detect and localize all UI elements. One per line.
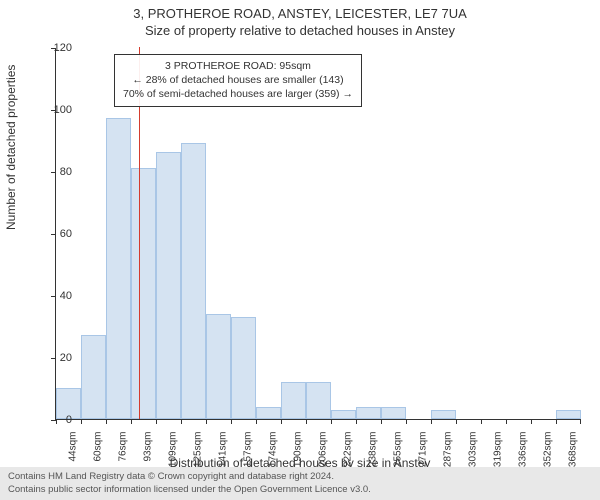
footer-line1: Contains HM Land Registry data © Crown c… (8, 471, 592, 483)
title-subtitle: Size of property relative to detached ho… (0, 21, 600, 38)
annotation-line: 3 PROTHEROE ROAD: 95sqm (123, 59, 353, 73)
histogram-bar (356, 407, 381, 419)
xtick-mark (281, 419, 282, 424)
histogram-bar (181, 143, 206, 419)
title-address: 3, PROTHEROE ROAD, ANSTEY, LEICESTER, LE… (0, 0, 600, 21)
ytick-label: 80 (60, 166, 72, 178)
xtick-mark (106, 419, 107, 424)
xtick-mark (580, 419, 581, 424)
xtick-mark (556, 419, 557, 424)
histogram-bar (81, 335, 106, 419)
ytick-label: 100 (54, 104, 72, 116)
xtick-mark (356, 419, 357, 424)
xtick-mark (506, 419, 507, 424)
histogram-bar (156, 152, 181, 419)
xtick-mark (456, 419, 457, 424)
xtick-mark (256, 419, 257, 424)
ytick-label: 60 (60, 228, 72, 240)
histogram-bar (431, 410, 456, 419)
xtick-mark (131, 419, 132, 424)
xtick-mark (206, 419, 207, 424)
xtick-mark (156, 419, 157, 424)
ytick-mark (51, 358, 56, 359)
y-axis-label: Number of detached properties (4, 65, 18, 230)
xtick-mark (181, 419, 182, 424)
ytick-mark (51, 172, 56, 173)
xtick-mark (406, 419, 407, 424)
chart-area: 44sqm60sqm76sqm93sqm109sqm125sqm141sqm15… (55, 48, 580, 420)
histogram-bar (381, 407, 406, 419)
histogram-bar (256, 407, 281, 419)
histogram-bar (331, 410, 356, 419)
footer-line2: Contains public sector information licen… (8, 484, 592, 496)
ytick-label: 120 (54, 42, 72, 54)
ytick-mark (51, 234, 56, 235)
histogram-bar (556, 410, 581, 419)
ytick-mark (51, 296, 56, 297)
ytick-label: 0 (66, 414, 72, 426)
ytick-label: 20 (60, 352, 72, 364)
histogram-bar (206, 314, 231, 419)
annotation-box: 3 PROTHEROE ROAD: 95sqm← 28% of detached… (114, 54, 362, 107)
footer-attribution: Contains HM Land Registry data © Crown c… (0, 467, 600, 500)
ytick-label: 40 (60, 290, 72, 302)
xtick-mark (531, 419, 532, 424)
annotation-line: ← 28% of detached houses are smaller (14… (123, 73, 353, 87)
histogram-bar (281, 382, 306, 419)
xtick-mark (231, 419, 232, 424)
plot-region: 44sqm60sqm76sqm93sqm109sqm125sqm141sqm15… (55, 48, 580, 420)
xtick-mark (306, 419, 307, 424)
xtick-mark (381, 419, 382, 424)
histogram-bar (306, 382, 331, 419)
histogram-bar (131, 168, 156, 419)
xtick-mark (81, 419, 82, 424)
histogram-bar (231, 317, 256, 419)
xtick-mark (431, 419, 432, 424)
xtick-mark (56, 419, 57, 424)
histogram-bar (106, 118, 131, 419)
xtick-mark (481, 419, 482, 424)
annotation-line: 70% of semi-detached houses are larger (… (123, 87, 353, 101)
xtick-mark (331, 419, 332, 424)
chart-container: 3, PROTHEROE ROAD, ANSTEY, LEICESTER, LE… (0, 0, 600, 500)
